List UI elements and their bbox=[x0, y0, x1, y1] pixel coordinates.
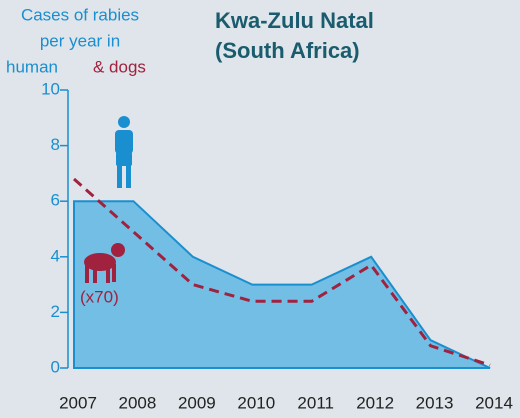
chart-title: (South Africa) bbox=[215, 38, 360, 63]
chart-title: Kwa-Zulu Natal bbox=[215, 8, 374, 33]
y-tick-label: 8 bbox=[51, 135, 60, 154]
legend-human: human bbox=[6, 57, 58, 76]
annotation: (x70) bbox=[80, 287, 119, 306]
x-tick-label: 2010 bbox=[237, 393, 275, 412]
x-tick-label: 2008 bbox=[119, 393, 157, 412]
x-tick-label: 2007 bbox=[59, 393, 97, 412]
x-tick-label: 2011 bbox=[297, 393, 334, 412]
x-tick-label: 2013 bbox=[416, 393, 454, 412]
boy-icon bbox=[115, 116, 133, 188]
dashed-line bbox=[73, 177, 491, 367]
y-tick-label: 0 bbox=[51, 357, 60, 376]
x-tick-label: 2014 bbox=[475, 393, 513, 412]
legend-dogs: & dogs bbox=[93, 57, 146, 76]
y-tick-label: 4 bbox=[51, 246, 60, 265]
plot: 0 2 4 6 8 10 2007 2008 2009 2010 2011 2012 2013 2014 bbox=[41, 79, 513, 412]
area bbox=[73, 200, 491, 369]
y-tick-label: 6 bbox=[51, 191, 60, 210]
y-axis-label: Cases of rabies bbox=[21, 5, 139, 24]
y-tick-label: 10 bbox=[41, 79, 60, 98]
y-tick-label: 2 bbox=[51, 302, 60, 321]
x-tick-label: 2009 bbox=[178, 393, 216, 412]
dog-icon bbox=[84, 243, 125, 283]
x-tick-label: 2012 bbox=[356, 393, 394, 412]
y-axis-label: per year in bbox=[40, 31, 120, 50]
